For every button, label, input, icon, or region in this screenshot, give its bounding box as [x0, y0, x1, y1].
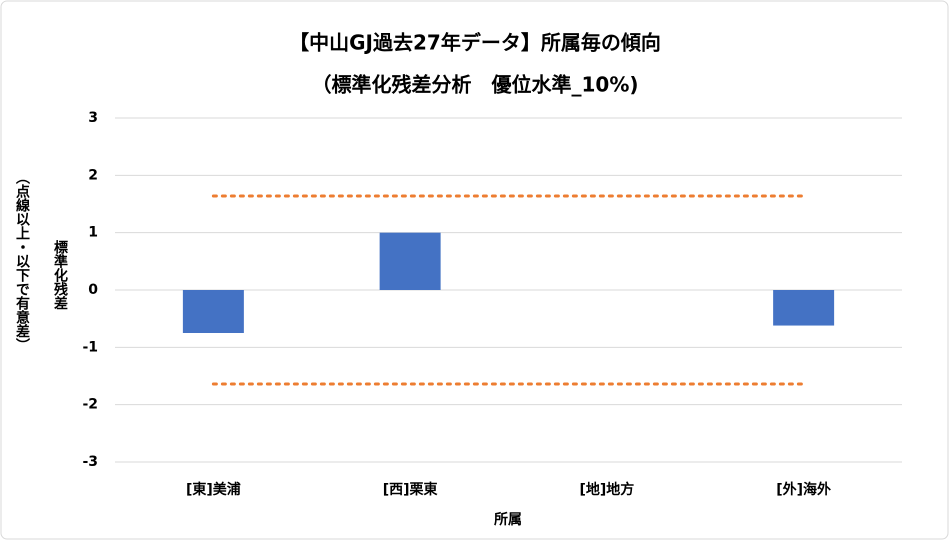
x-tick-label: [西]栗東	[383, 481, 438, 498]
x-axis-label: 所属	[494, 511, 522, 528]
chart-subtitle: （標準化残差分析 優位水準_10%)	[311, 73, 638, 97]
y-axis-note: （点線以上・以下で有意差）	[14, 170, 31, 352]
y-tick-label: -3	[82, 454, 98, 470]
bar	[379, 232, 441, 290]
x-tick-label: [東]美浦	[186, 481, 241, 498]
y-tick-label: 0	[88, 282, 98, 298]
y-tick-label: -2	[82, 397, 98, 413]
y-tick-label: 2	[88, 167, 98, 183]
x-tick-label: [地]地方	[579, 481, 634, 498]
y-tick-label: 3	[88, 110, 98, 126]
x-tick-label: [外]海外	[776, 481, 831, 498]
y-tick-label: 1	[88, 225, 98, 241]
chart-title: 【中山GJ過去27年データ】所属毎の傾向	[289, 31, 661, 55]
y-tick-label: -1	[82, 339, 98, 355]
bar	[182, 290, 244, 333]
bar	[773, 290, 835, 326]
y-axis-label: 標準化残差	[52, 239, 68, 310]
